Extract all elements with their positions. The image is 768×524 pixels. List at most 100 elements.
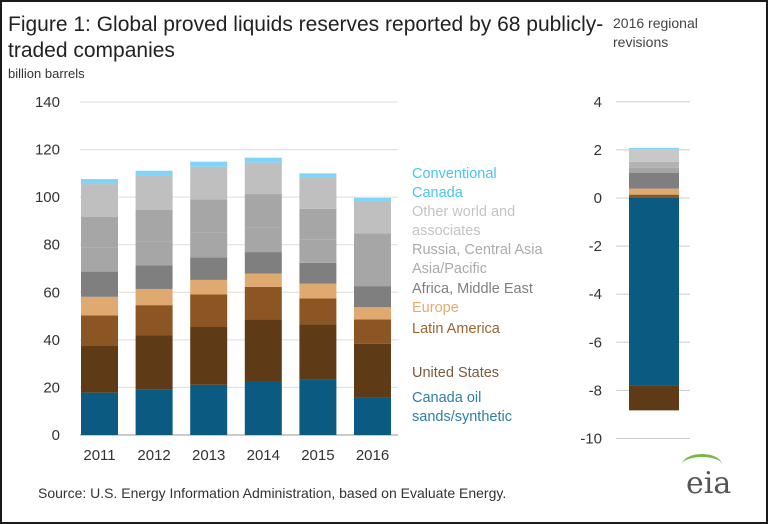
bar-segment bbox=[190, 161, 228, 167]
y-tick-label: 0 bbox=[52, 427, 60, 444]
legend-label: Asia/Pacific bbox=[412, 261, 487, 277]
y-tick-label: 20 bbox=[43, 379, 60, 396]
y-tick-label: -2 bbox=[589, 238, 602, 255]
bar-segment bbox=[190, 327, 228, 385]
logo-arc-icon bbox=[682, 454, 722, 475]
eia-logo: eia bbox=[682, 454, 731, 501]
bar-segment bbox=[135, 170, 173, 176]
bar-segment bbox=[299, 173, 337, 178]
legend-label: United States bbox=[412, 365, 499, 381]
bar-segment bbox=[244, 319, 282, 382]
bar-segment bbox=[299, 262, 337, 284]
y-tick-label: 0 bbox=[594, 190, 602, 207]
legend-label: Africa, Middle East bbox=[412, 281, 533, 297]
bar-segment bbox=[299, 283, 337, 299]
y-tick-label: 100 bbox=[35, 189, 60, 206]
bar-segment bbox=[190, 384, 228, 435]
legend-label: Conventional bbox=[412, 166, 497, 182]
revision-bar-segment bbox=[629, 167, 679, 173]
legend-label: sands/synthetic bbox=[412, 409, 512, 425]
legend-label: Russia, Central Asia bbox=[412, 242, 543, 258]
y-tick-label: 80 bbox=[43, 237, 60, 254]
revision-bar-segment bbox=[629, 149, 679, 162]
bar-segment bbox=[81, 247, 118, 272]
bar-segment bbox=[81, 216, 118, 248]
bar-segment bbox=[81, 179, 118, 185]
source-note: Source: U.S. Energy Information Administ… bbox=[38, 485, 507, 501]
y-tick-label: -10 bbox=[580, 431, 602, 448]
bar-segment bbox=[190, 199, 228, 233]
y-tick-label: 60 bbox=[43, 284, 60, 301]
y-tick-label: -4 bbox=[589, 286, 602, 303]
bar-segment bbox=[354, 286, 391, 308]
revision-bar-segment bbox=[629, 194, 679, 198]
revision-bar-segment bbox=[629, 198, 679, 386]
y-tick-label: 40 bbox=[43, 332, 60, 349]
revision-bar-segment bbox=[629, 172, 679, 189]
y-tick-label: 4 bbox=[594, 94, 602, 111]
bar-segment bbox=[81, 184, 118, 217]
bar-segment bbox=[299, 177, 337, 209]
bar-segment bbox=[354, 233, 391, 264]
bar-segment bbox=[354, 307, 391, 320]
x-tick-label: 2016 bbox=[356, 447, 389, 464]
bar-segment bbox=[135, 305, 173, 336]
y-tick-label: 2 bbox=[594, 142, 602, 159]
revision-bar-segment bbox=[629, 385, 679, 411]
bar-segment bbox=[354, 343, 391, 398]
bar-segment bbox=[135, 241, 173, 266]
bar-segment bbox=[135, 335, 173, 390]
legend-label: Latin America bbox=[412, 321, 501, 337]
chart-title: Figure 1: Global proved liquids reserves… bbox=[8, 13, 604, 62]
bar-segment bbox=[354, 197, 391, 201]
bar-segment bbox=[299, 239, 337, 263]
bar-segment bbox=[135, 209, 173, 242]
legend-label: Canada oil bbox=[412, 390, 481, 406]
x-tick-label: 2011 bbox=[83, 447, 115, 464]
bar-segment bbox=[190, 232, 228, 258]
revisions-chart-title: 2016 regional revisions bbox=[613, 15, 698, 50]
bar-segment bbox=[299, 379, 337, 435]
legend-label: associates bbox=[412, 223, 481, 239]
bar-segment bbox=[135, 175, 173, 210]
legend-label: Other world and bbox=[412, 204, 515, 220]
x-tick-label: 2012 bbox=[137, 447, 170, 464]
bar-segment bbox=[354, 200, 391, 234]
x-tick-label: 2013 bbox=[192, 447, 225, 464]
y-tick-label: 120 bbox=[35, 142, 60, 159]
revision-bar-segment bbox=[629, 188, 679, 195]
y-axis-label: billion barrels bbox=[8, 66, 85, 81]
bar-segment bbox=[81, 315, 118, 346]
y-tick-label: 140 bbox=[35, 94, 60, 111]
bar-segment bbox=[135, 288, 173, 306]
revision-bar-segment bbox=[629, 161, 679, 168]
bar-segment bbox=[190, 166, 228, 200]
bar-segment bbox=[354, 319, 391, 344]
bar-segment bbox=[354, 263, 391, 287]
bar-segment bbox=[244, 286, 282, 320]
bar-segment bbox=[244, 227, 282, 253]
legend-label: Europe bbox=[412, 300, 459, 316]
bar-segment bbox=[190, 279, 228, 295]
x-tick-label: 2015 bbox=[301, 447, 334, 464]
bar-segment bbox=[244, 157, 282, 163]
bar-segment bbox=[244, 194, 282, 228]
bar-segment bbox=[244, 252, 282, 274]
bar-segment bbox=[299, 298, 337, 325]
bar-segment bbox=[81, 271, 118, 297]
bar-segment bbox=[299, 324, 337, 380]
bar-segment bbox=[135, 389, 173, 435]
y-tick-label: -8 bbox=[589, 382, 602, 399]
revision-bar-segment bbox=[629, 147, 679, 150]
bar-segment bbox=[190, 294, 228, 328]
bar-segment bbox=[244, 381, 282, 435]
bar-segment bbox=[299, 208, 337, 240]
bar-segment bbox=[81, 392, 118, 435]
bar-segment bbox=[135, 265, 173, 289]
y-tick-label: -6 bbox=[589, 334, 602, 351]
x-tick-label: 2014 bbox=[247, 447, 280, 464]
bar-segment bbox=[81, 296, 118, 316]
bar-segment bbox=[244, 273, 282, 287]
